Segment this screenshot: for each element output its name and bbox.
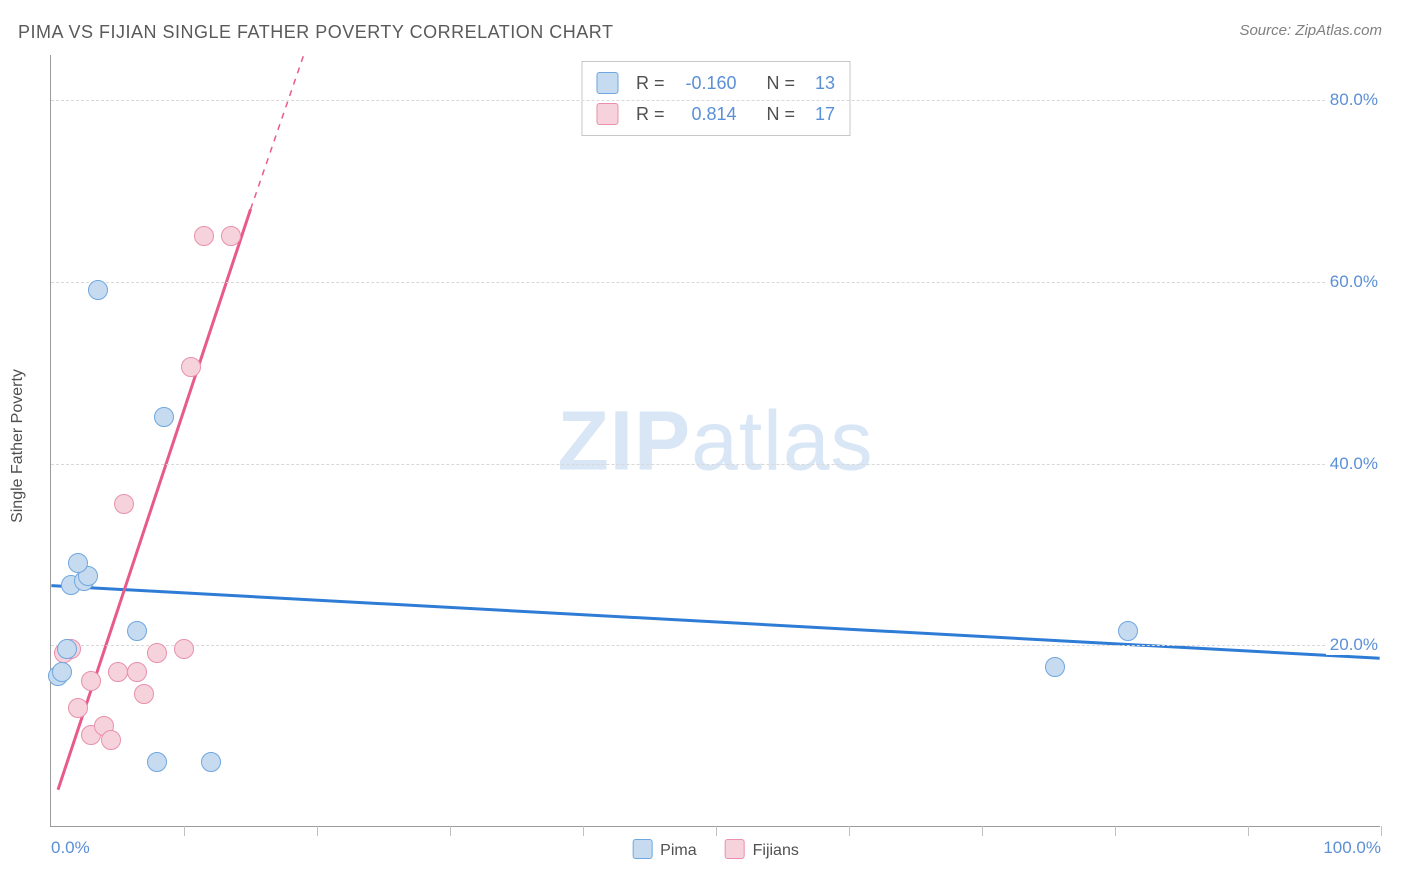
stats-row-pima: R = -0.160 N = 13 — [596, 68, 835, 99]
watermark-rest: atlas — [691, 393, 873, 487]
stat-n-value-fijians: 17 — [805, 99, 835, 130]
data-point — [127, 621, 147, 641]
x-tick — [317, 826, 318, 836]
gridline — [51, 100, 1380, 101]
legend-label-fijians: Fijians — [753, 842, 799, 859]
chart-container: PIMA VS FIJIAN SINGLE FATHER POVERTY COR… — [0, 0, 1406, 892]
data-point — [81, 671, 101, 691]
y-tick-label: 80.0% — [1326, 90, 1382, 110]
fijians-swatch-icon — [596, 103, 618, 125]
data-point — [1118, 621, 1138, 641]
data-point — [52, 662, 72, 682]
x-tick — [583, 826, 584, 836]
x-tick-label: 100.0% — [1323, 838, 1381, 858]
data-point — [154, 407, 174, 427]
data-point — [57, 639, 77, 659]
gridline — [51, 282, 1380, 283]
x-tick — [450, 826, 451, 836]
watermark: ZIPatlas — [557, 392, 873, 489]
y-tick-label: 40.0% — [1326, 454, 1382, 474]
pima-swatch-icon — [596, 72, 618, 94]
data-point — [174, 639, 194, 659]
x-tick — [716, 826, 717, 836]
stats-legend-box: R = -0.160 N = 13 R = 0.814 N = 17 — [581, 61, 850, 136]
data-point — [88, 280, 108, 300]
stat-r-label: R = — [636, 68, 665, 99]
data-point — [201, 752, 221, 772]
legend-label-pima: Pima — [660, 842, 696, 859]
x-tick — [1381, 826, 1382, 836]
x-tick — [1115, 826, 1116, 836]
data-point — [134, 684, 154, 704]
gridline — [51, 464, 1380, 465]
data-point — [114, 494, 134, 514]
regression-line — [51, 586, 1379, 659]
data-point — [1045, 657, 1065, 677]
pima-swatch-icon — [632, 839, 652, 859]
data-point — [147, 643, 167, 663]
legend-item-fijians: Fijians — [725, 839, 799, 860]
watermark-bold: ZIP — [557, 393, 691, 487]
data-point — [108, 662, 128, 682]
data-point — [221, 226, 241, 246]
fijians-swatch-icon — [725, 839, 745, 859]
x-tick — [184, 826, 185, 836]
gridline — [51, 645, 1380, 646]
series-legend: Pima Fijians — [632, 839, 799, 860]
data-point — [127, 662, 147, 682]
regression-line-extrapolated — [251, 55, 304, 209]
data-point — [181, 357, 201, 377]
x-tick-label: 0.0% — [51, 838, 90, 858]
data-point — [101, 730, 121, 750]
x-tick — [982, 826, 983, 836]
chart-title: PIMA VS FIJIAN SINGLE FATHER POVERTY COR… — [18, 22, 613, 43]
y-tick-label: 20.0% — [1326, 635, 1382, 655]
data-point — [68, 553, 88, 573]
stat-r-value-pima: -0.160 — [674, 68, 736, 99]
y-tick-label: 60.0% — [1326, 272, 1382, 292]
legend-item-pima: Pima — [632, 839, 696, 860]
stat-n-label: N = — [767, 99, 796, 130]
stat-n-label: N = — [767, 68, 796, 99]
regression-lines-layer — [51, 55, 1380, 826]
stat-r-label: R = — [636, 99, 665, 130]
data-point — [147, 752, 167, 772]
plot-area: ZIPatlas R = -0.160 N = 13 R = 0.814 N =… — [50, 55, 1380, 827]
stat-n-value-pima: 13 — [805, 68, 835, 99]
y-axis-label: Single Father Poverty — [9, 369, 27, 523]
x-tick — [1248, 826, 1249, 836]
source-label: Source: ZipAtlas.com — [1239, 22, 1382, 39]
regression-line — [58, 209, 251, 790]
x-tick — [849, 826, 850, 836]
data-point — [194, 226, 214, 246]
stats-row-fijians: R = 0.814 N = 17 — [596, 99, 835, 130]
stat-r-value-fijians: 0.814 — [674, 99, 736, 130]
data-point — [68, 698, 88, 718]
